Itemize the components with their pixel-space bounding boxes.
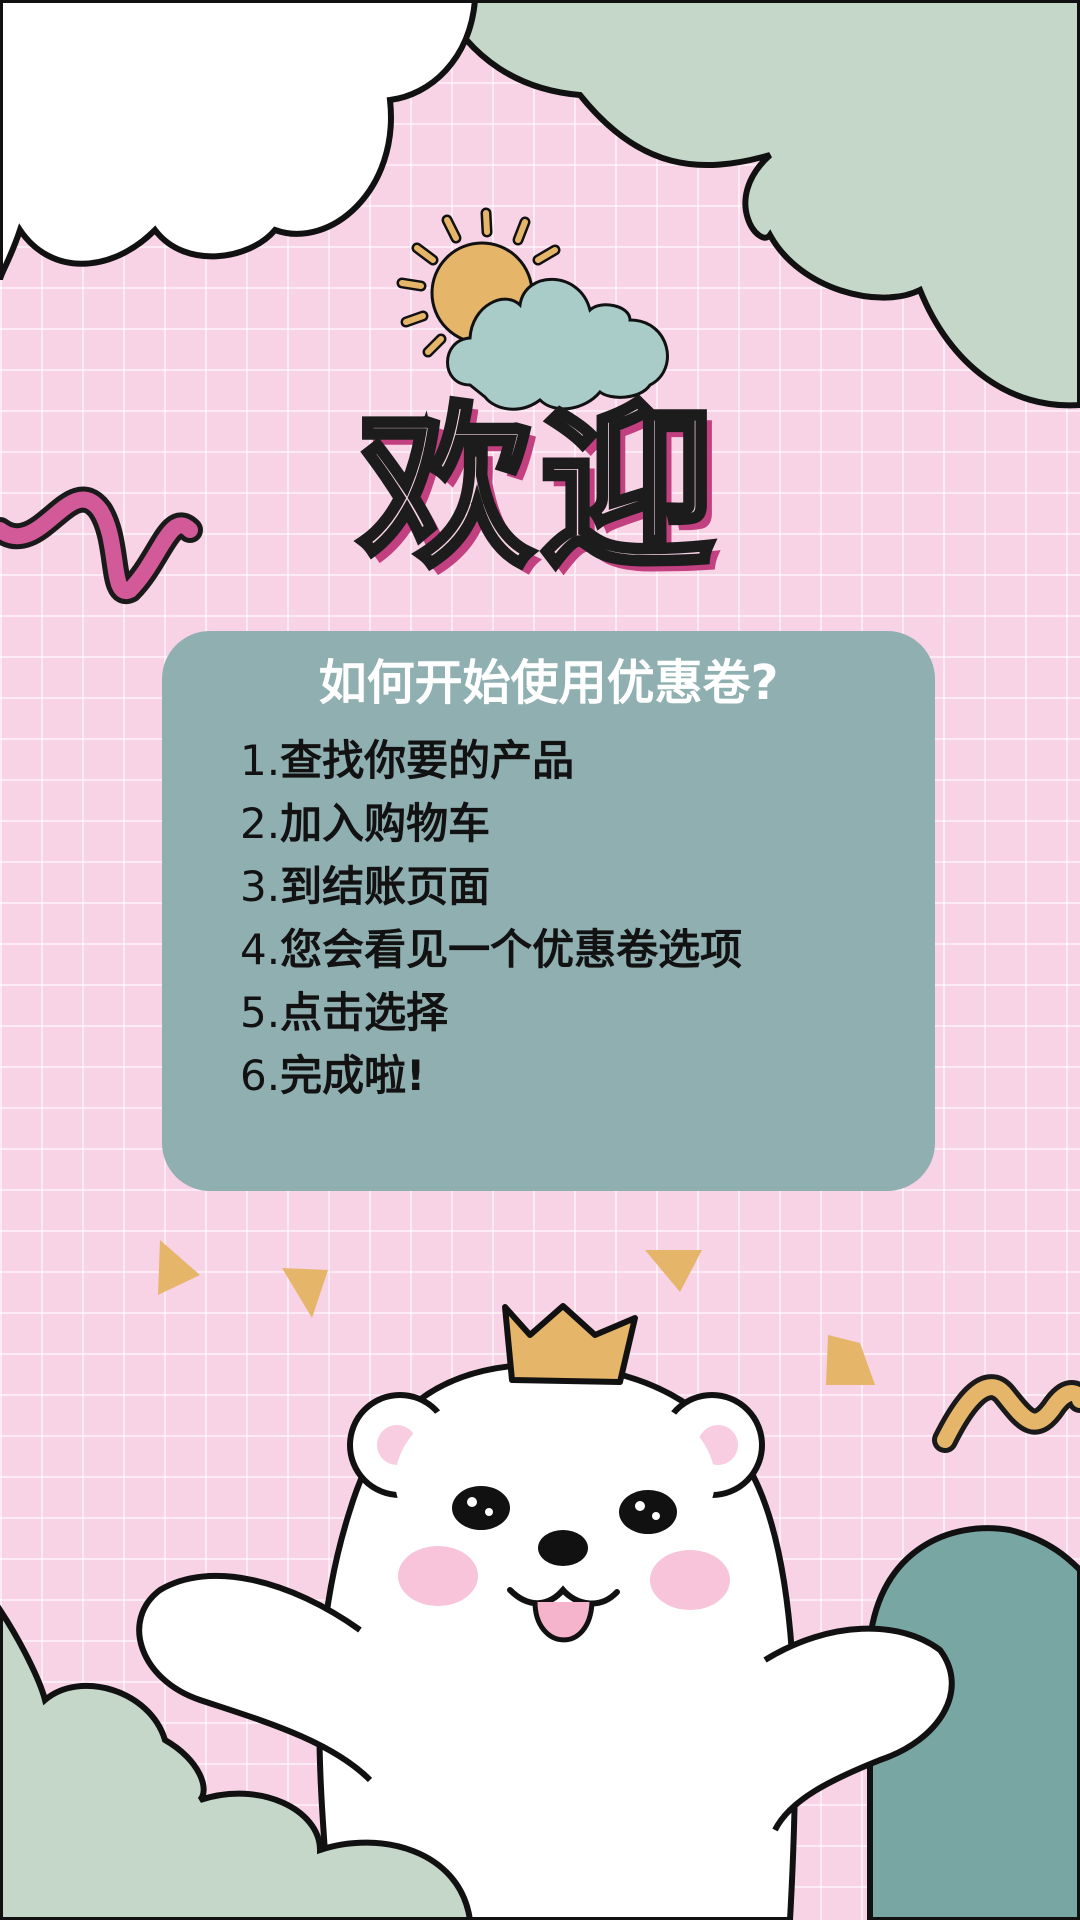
instruction-card: 如何开始使用优惠卷? 1.查找你要的产品 2.加入购物车 3.到结账页面 4.您… — [162, 631, 935, 1191]
welcome-title: 欢迎 — [356, 388, 721, 591]
step-item: 5.点击选择 — [240, 988, 449, 1037]
bottom-left-cloud — [0, 1604, 474, 1920]
step-item: 1.查找你要的产品 — [240, 736, 575, 785]
step-item: 4.您会看见一个优惠卷选项 — [240, 925, 743, 974]
step-item: 6.完成啦! — [240, 1051, 426, 1100]
bottom-right-cloud — [867, 1525, 1080, 1920]
crown-icon — [502, 1303, 638, 1385]
step-item: 3.到结账页面 — [240, 862, 491, 911]
confetti — [158, 1240, 875, 1385]
card-heading: 如何开始使用优惠卷? — [318, 655, 779, 711]
steps-list: 1.查找你要的产品 2.加入购物车 3.到结账页面 4.您会看见一个优惠卷选项 … — [240, 729, 742, 1107]
top-right-cloud — [436, 0, 1080, 409]
top-left-cloud — [0, 0, 479, 281]
step-item: 2.加入购物车 — [240, 799, 491, 848]
cloud-icon — [446, 277, 669, 411]
